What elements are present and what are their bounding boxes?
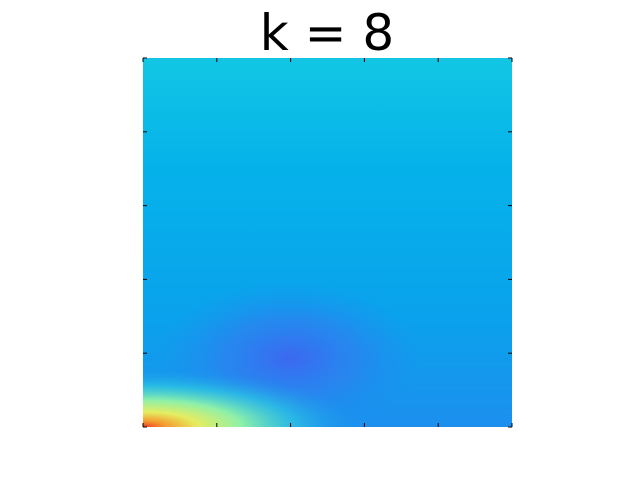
heatmap xyxy=(143,58,512,427)
ticks xyxy=(142,57,513,428)
heatmap-high-region xyxy=(143,58,512,427)
chart-title: k = 8 xyxy=(260,4,394,62)
